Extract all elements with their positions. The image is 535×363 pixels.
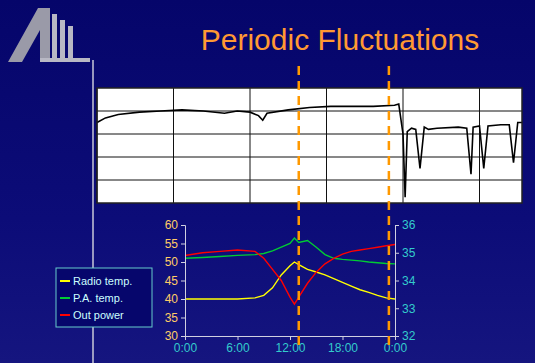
tick-label: 40 (165, 292, 179, 306)
legend-label: Out power (73, 309, 124, 321)
tick-label: 34 (402, 274, 416, 288)
tick: 36 (395, 218, 416, 232)
markers (299, 66, 389, 350)
tick-mark (181, 281, 185, 282)
logo-bar (68, 26, 73, 62)
tick: 30 (165, 329, 185, 343)
legend: Radio temp. P.A. temp. Out power (56, 268, 152, 327)
tick-mark (181, 299, 185, 300)
tick-label: 35 (402, 246, 416, 260)
tick: 50 (165, 255, 185, 269)
grid-line (326, 88, 327, 203)
tick: 6:00 (226, 336, 250, 355)
tick-mark (181, 318, 185, 319)
axis-line (181, 226, 186, 337)
tick: 33 (395, 302, 416, 316)
tick-label: 32 (402, 329, 416, 343)
legend-swatch (60, 297, 70, 299)
tick-mark (181, 244, 185, 245)
plot-background (97, 88, 522, 203)
axis-line (186, 337, 396, 341)
axis-line (396, 226, 400, 337)
marks (97, 104, 522, 197)
tick-label: 60 (165, 218, 179, 232)
logo-base (40, 58, 90, 62)
tick: 35 (395, 246, 416, 260)
grid-line (250, 88, 251, 203)
tick-mark (395, 336, 399, 337)
tick-label: 35 (165, 311, 179, 325)
tick-mark (238, 336, 239, 340)
plot-frame (97, 88, 522, 203)
grid-line (97, 134, 522, 135)
tick: 45 (165, 274, 185, 288)
grid-line (97, 180, 522, 181)
logo-shape (8, 8, 50, 62)
tick: 34 (395, 274, 416, 288)
tick-label: 12:00 (275, 341, 305, 355)
grid (97, 88, 522, 203)
marker-line (388, 66, 391, 350)
tick: 55 (165, 237, 185, 251)
chart (97, 88, 522, 203)
logo (8, 8, 90, 62)
grid-line (479, 88, 480, 203)
marker-line (298, 66, 301, 350)
tick-mark (395, 225, 399, 226)
legend-label: Radio temp. (73, 275, 132, 287)
tick-label: 18:00 (328, 341, 358, 355)
tick-label: 33 (402, 302, 416, 316)
tick: 32 (395, 329, 416, 343)
series-line (185, 262, 395, 299)
y2-axis: 32 33 34 35 36 (395, 218, 416, 343)
chart: 0:006:0012:0018:000:00303540455055603233… (165, 218, 416, 354)
tick-mark (181, 225, 185, 226)
tick-mark (290, 336, 291, 340)
tick-mark (181, 336, 185, 337)
tick-mark (395, 308, 399, 309)
grid-line (97, 157, 522, 158)
tick-label: 6:00 (226, 341, 250, 355)
tick: 40 (165, 292, 185, 306)
legend-box (56, 268, 152, 327)
tick-mark (395, 253, 399, 254)
slide: 0:006:0012:0018:000:00303540455055603233… (0, 0, 535, 363)
tick: 60 (165, 218, 185, 232)
x-axis: 0:006:0012:0018:000:00 (174, 336, 408, 355)
tick-label: 30 (165, 329, 179, 343)
title: Periodic Fluctuations (201, 23, 479, 56)
tick-mark (343, 336, 344, 340)
series-line (97, 104, 522, 197)
legend-swatch (60, 280, 70, 282)
logo-bar (52, 14, 57, 62)
tick-label: 50 (165, 255, 179, 269)
marks (185, 238, 395, 304)
tick-label: 36 (402, 218, 416, 232)
tick-mark (395, 281, 399, 282)
grid-line (173, 88, 174, 203)
tick: 35 (165, 311, 185, 325)
legend-swatch (60, 314, 70, 316)
legend-label: P.A. temp. (73, 292, 123, 304)
series-line (185, 238, 395, 264)
tick: 12:00 (275, 336, 305, 355)
tick-label: 55 (165, 237, 179, 251)
series-line (185, 244, 395, 304)
y-axis: 30 35 40 45 50 55 60 (165, 218, 186, 343)
tick-label: 45 (165, 274, 179, 288)
logo-bar (60, 20, 65, 62)
tick-mark (181, 262, 185, 263)
tick: 18:00 (328, 336, 358, 355)
